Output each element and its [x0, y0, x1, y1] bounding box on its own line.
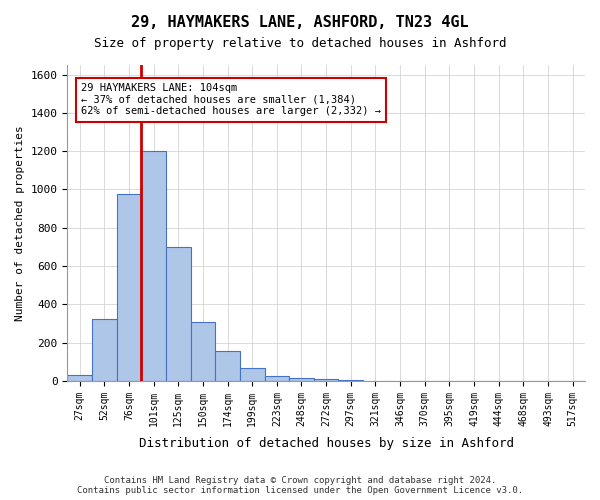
Bar	[314, 379, 338, 381]
Y-axis label: Number of detached properties: Number of detached properties	[15, 125, 25, 321]
Bar	[92, 318, 116, 381]
Bar	[141, 151, 166, 381]
Bar	[215, 351, 240, 381]
X-axis label: Distribution of detached houses by size in Ashford: Distribution of detached houses by size …	[139, 437, 514, 450]
Bar	[289, 378, 314, 381]
Text: Contains HM Land Registry data © Crown copyright and database right 2024.
Contai: Contains HM Land Registry data © Crown c…	[77, 476, 523, 495]
Bar	[338, 380, 363, 381]
Bar	[116, 194, 141, 381]
Bar	[191, 322, 215, 381]
Bar	[240, 368, 265, 381]
Text: Size of property relative to detached houses in Ashford: Size of property relative to detached ho…	[94, 38, 506, 51]
Bar	[166, 247, 191, 381]
Bar	[265, 376, 289, 381]
Text: 29 HAYMAKERS LANE: 104sqm
← 37% of detached houses are smaller (1,384)
62% of se: 29 HAYMAKERS LANE: 104sqm ← 37% of detac…	[81, 83, 381, 116]
Text: 29, HAYMAKERS LANE, ASHFORD, TN23 4GL: 29, HAYMAKERS LANE, ASHFORD, TN23 4GL	[131, 15, 469, 30]
Bar	[67, 375, 92, 381]
